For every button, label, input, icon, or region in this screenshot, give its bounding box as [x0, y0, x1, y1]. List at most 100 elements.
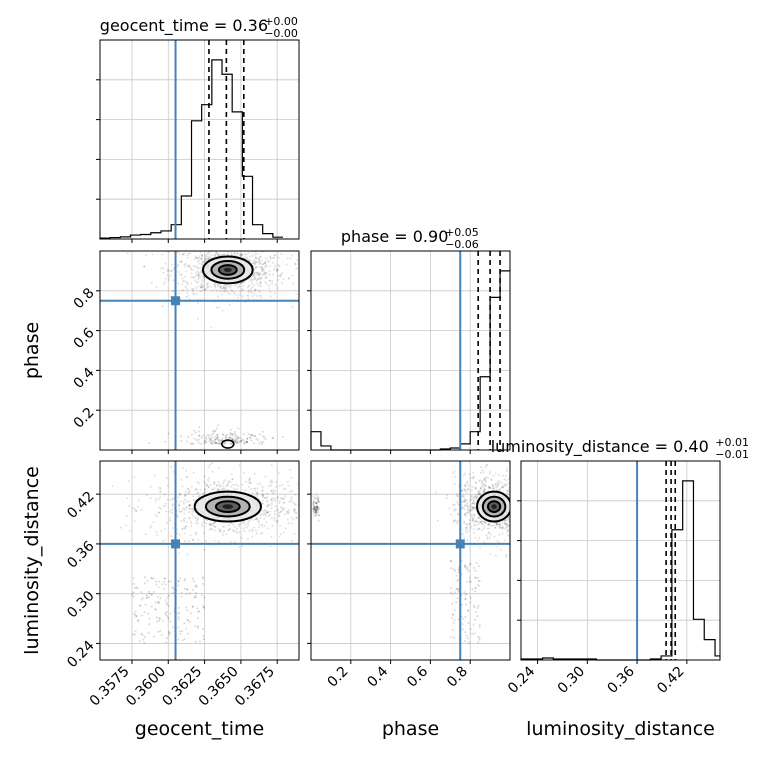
sample-point — [186, 609, 189, 612]
sample-point — [260, 513, 263, 516]
sample-point — [474, 486, 477, 489]
sample-point — [188, 516, 191, 519]
sample-point — [316, 499, 319, 502]
sample-point — [241, 288, 244, 291]
sample-point — [478, 522, 481, 525]
sample-point — [465, 481, 468, 484]
sample-point — [196, 270, 199, 273]
sample-point — [157, 511, 160, 514]
sample-point — [163, 505, 166, 508]
sample-point — [204, 260, 207, 263]
sample-point — [269, 247, 271, 249]
sample-point — [192, 288, 195, 291]
sample-point — [207, 486, 210, 489]
sample-point — [192, 538, 195, 541]
sample-point — [473, 497, 476, 500]
sample-point — [237, 436, 240, 439]
sample-point — [131, 593, 134, 596]
sample-point — [228, 436, 231, 439]
sample-point — [233, 440, 236, 443]
sample-point — [197, 317, 200, 320]
sample-point — [501, 526, 504, 529]
sample-point — [451, 592, 454, 595]
sample-point — [184, 606, 187, 609]
sample-point — [220, 293, 223, 296]
sample-point — [166, 270, 169, 273]
sample-point — [213, 282, 216, 285]
sample-point — [180, 595, 183, 598]
sample-point — [256, 532, 259, 535]
sample-point — [295, 292, 298, 295]
sample-point — [478, 516, 481, 519]
sample-point — [156, 601, 159, 604]
sample-point — [246, 437, 249, 440]
sample-point — [477, 635, 480, 638]
sample-point — [277, 472, 280, 475]
sample-point — [182, 467, 185, 470]
sample-point — [144, 254, 147, 257]
histogram-panel-luminosity_distance: 0.24 0.30 0.36 0.42 — [505, 460, 721, 697]
sample-point — [132, 577, 135, 580]
sample-point — [264, 275, 267, 278]
sample-point — [156, 533, 159, 536]
sample-point — [300, 496, 302, 498]
sample-point — [486, 463, 489, 466]
sample-point — [538, 546, 540, 548]
sample-point — [224, 287, 227, 290]
sample-point — [267, 485, 270, 488]
sample-point — [257, 261, 260, 264]
sample-point — [278, 511, 281, 514]
sample-point — [258, 257, 261, 260]
sample-point — [267, 240, 269, 242]
sample-point — [457, 588, 460, 591]
sample-point — [288, 509, 291, 512]
sample-point — [186, 283, 189, 286]
sample-point — [511, 493, 513, 495]
sample-point — [317, 497, 320, 500]
sample-point — [533, 516, 535, 518]
sample-point — [193, 580, 196, 583]
sample-point — [209, 441, 212, 444]
sample-point — [472, 502, 475, 505]
sample-point — [466, 480, 469, 483]
sample-point — [478, 625, 481, 628]
sample-point — [253, 265, 256, 268]
sample-point — [240, 282, 243, 285]
sample-point — [151, 577, 154, 580]
sample-point — [276, 521, 279, 524]
sample-point — [452, 520, 455, 523]
sample-point — [196, 266, 199, 269]
sample-point — [216, 433, 219, 436]
sample-point — [272, 273, 275, 276]
sample-point — [313, 506, 316, 509]
sample-point — [264, 276, 267, 279]
sample-point — [475, 488, 478, 491]
sample-point — [159, 508, 162, 511]
sample-point — [490, 477, 493, 480]
sample-point — [241, 483, 244, 486]
sample-point — [503, 522, 506, 525]
sample-point — [180, 520, 183, 523]
sample-point — [177, 618, 180, 621]
sample-point — [478, 546, 481, 549]
sample-point — [472, 623, 475, 626]
x-tick-label: 0.3650 — [196, 664, 242, 710]
sample-point — [247, 433, 250, 436]
sample-point — [201, 492, 204, 495]
sample-point — [205, 522, 208, 525]
sample-point — [196, 285, 199, 288]
sample-point — [177, 508, 180, 511]
sample-point — [185, 475, 188, 478]
sample-point — [203, 491, 206, 494]
sample-point — [189, 503, 192, 506]
sample-point — [312, 503, 315, 506]
sample-point — [243, 442, 246, 445]
sample-point — [484, 478, 487, 481]
sample-point — [161, 583, 164, 586]
sample-point — [207, 251, 210, 254]
sample-point — [205, 441, 208, 444]
sample-point — [244, 256, 247, 259]
sample-point — [253, 288, 256, 291]
sample-point — [196, 256, 199, 259]
sample-point — [341, 512, 343, 514]
